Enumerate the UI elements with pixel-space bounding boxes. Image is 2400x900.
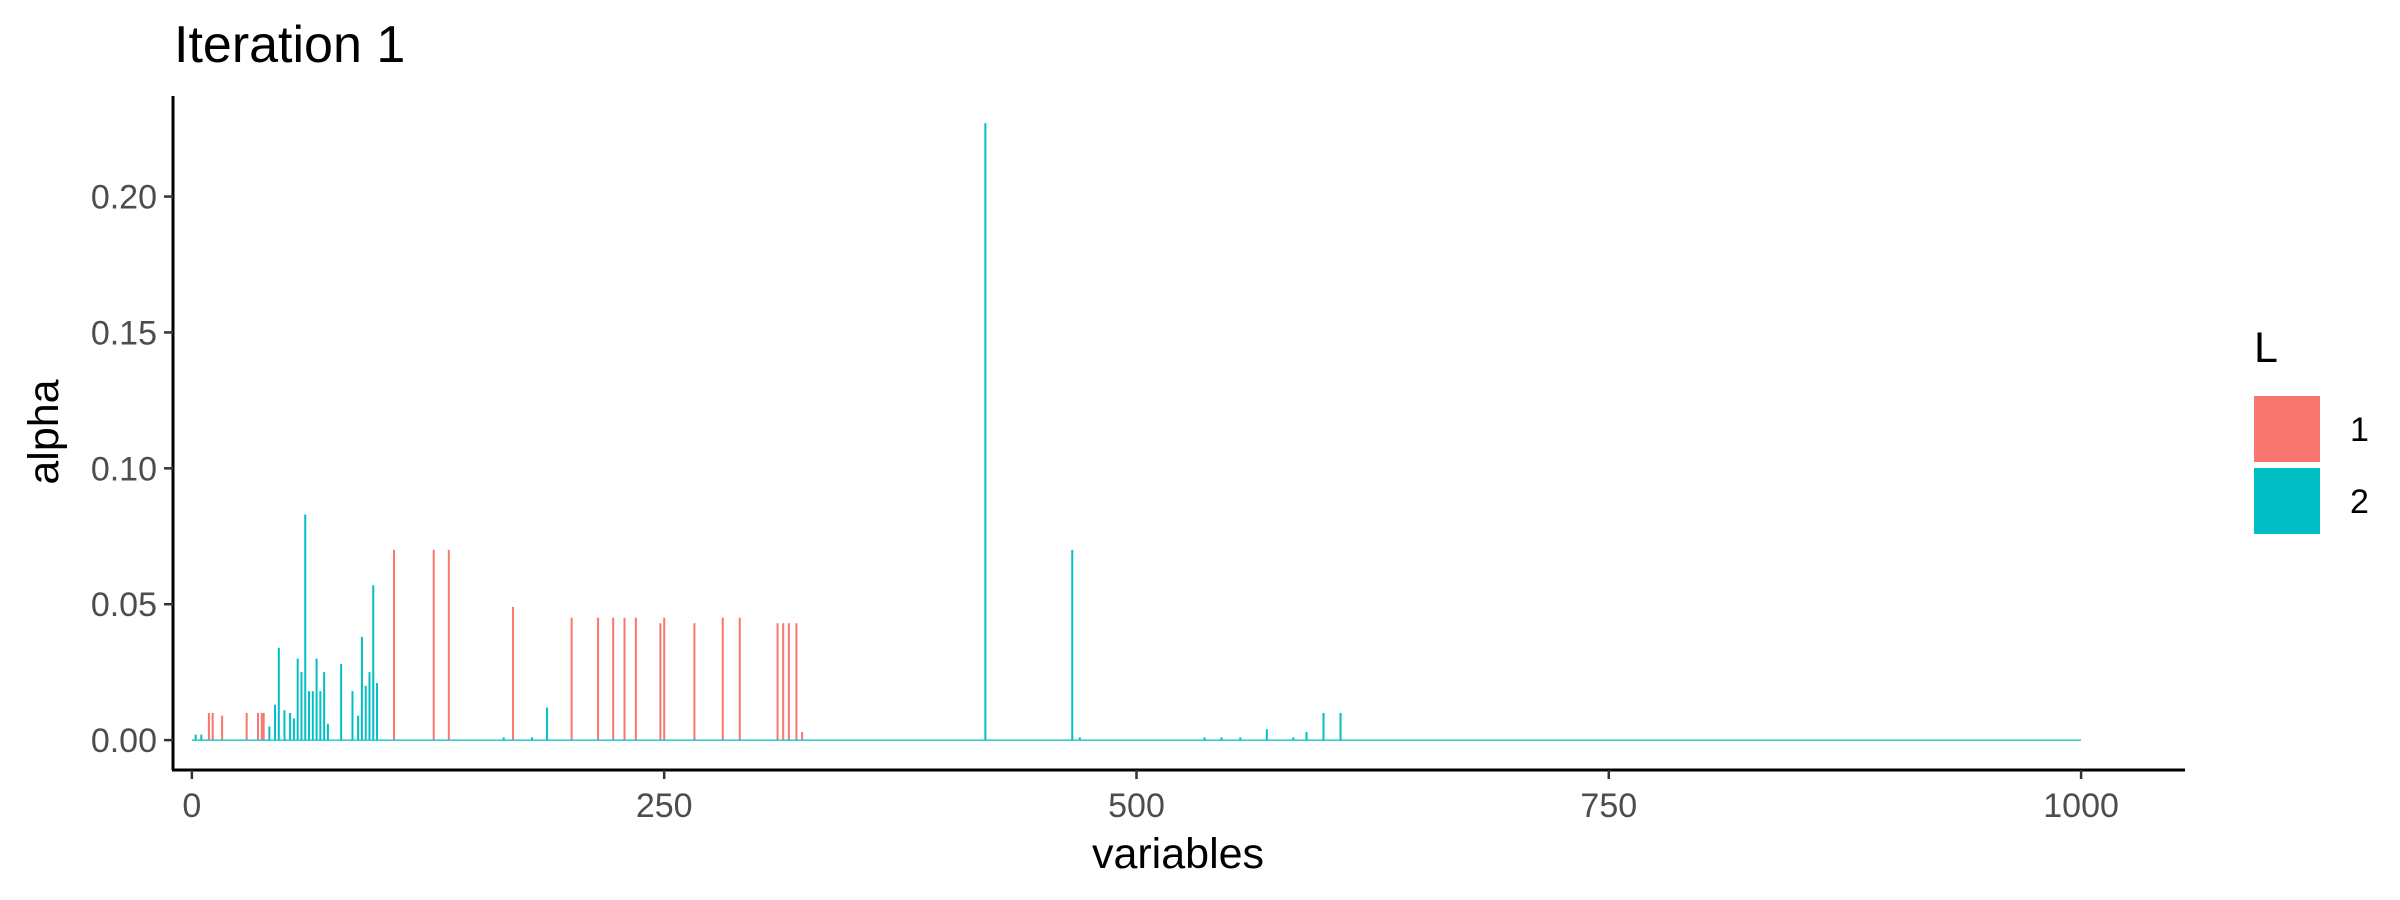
- legend-swatch-2: [2254, 468, 2320, 534]
- y-tick-label: 0.20: [91, 179, 157, 217]
- x-axis-ticks: 0 250 500 750 1000: [182, 770, 2119, 825]
- x-tick-label: 750: [1580, 787, 1637, 825]
- x-axis-title: variables: [1092, 830, 1264, 878]
- bars: [194, 123, 1342, 741]
- y-axis-title: alpha: [20, 379, 68, 484]
- legend-label-1: 1: [2350, 411, 2369, 449]
- legend-label-2: 2: [2350, 483, 2369, 521]
- legend-swatch-1: [2254, 396, 2320, 462]
- legend-title: L: [2254, 324, 2278, 372]
- x-tick-label: 1000: [2043, 787, 2119, 825]
- y-axis-ticks: 0.00 0.05 0.10 0.15 0.20: [91, 179, 173, 760]
- y-tick-label: 0.05: [91, 586, 157, 624]
- y-tick-label: 0.00: [91, 722, 157, 760]
- y-tick-label: 0.15: [91, 314, 157, 352]
- chart-title: Iteration 1: [174, 16, 405, 74]
- x-tick-label: 0: [182, 787, 201, 825]
- x-tick-label: 500: [1108, 787, 1165, 825]
- legend: L 1 2: [2254, 324, 2369, 534]
- x-tick-label: 250: [636, 787, 693, 825]
- y-tick-label: 0.10: [91, 450, 157, 488]
